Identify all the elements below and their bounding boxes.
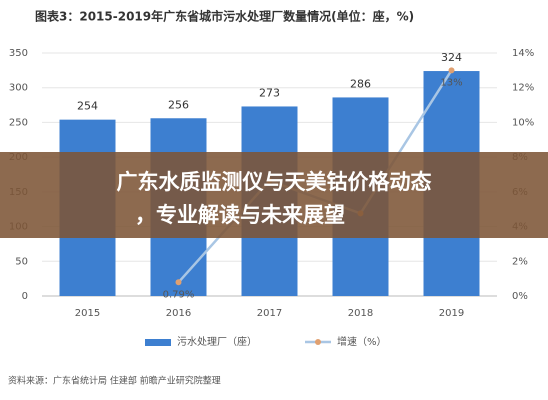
growth-marker	[448, 67, 455, 74]
y-tick-label: 50	[15, 256, 28, 267]
y2-tick-label: 14%	[512, 48, 534, 59]
x-tick-label: 2016	[166, 308, 191, 319]
source: 资料来源：广东省统计局 住建部 前瞻产业研究院整理	[8, 375, 221, 387]
growth-value-label: 13%	[440, 77, 462, 88]
growth-marker	[175, 279, 182, 286]
banner-bg	[0, 152, 548, 238]
bar-value-label: 254	[77, 100, 98, 113]
y2-tick-label: 10%	[512, 117, 534, 128]
legend-label: 污水处理厂（座）	[177, 335, 257, 348]
y-tick-label: 300	[9, 83, 28, 94]
y2-tick-label: 12%	[512, 83, 534, 94]
x-tick-label: 2015	[75, 308, 100, 319]
legend-swatch	[145, 339, 171, 346]
x-tick-label: 2017	[257, 308, 282, 319]
y2-tick-label: 0%	[512, 291, 528, 302]
bar-value-label: 273	[259, 86, 280, 99]
bar-value-label: 324	[441, 51, 462, 64]
bar-value-label: 286	[350, 77, 371, 90]
legend-marker	[315, 339, 321, 345]
y-tick-label: 0	[22, 291, 28, 302]
y-tick-label: 250	[9, 117, 28, 128]
legend-label: 增速（%）	[337, 335, 387, 348]
x-tick-label: 2019	[439, 308, 464, 319]
chart-title: 图表3：2015-2019年广东省城市污水处理厂数量情况(单位：座，%)	[35, 9, 414, 24]
banner-text: ，专业解读与未来展望	[135, 203, 345, 227]
banner-text: 广东水质监测仪与天美钴价格动态	[117, 170, 432, 194]
growth-value-label: 0.79%	[163, 289, 195, 300]
bar-value-label: 256	[168, 98, 189, 111]
y2-tick-label: 2%	[512, 256, 528, 267]
y-tick-label: 350	[9, 48, 28, 59]
x-tick-label: 2018	[348, 308, 373, 319]
